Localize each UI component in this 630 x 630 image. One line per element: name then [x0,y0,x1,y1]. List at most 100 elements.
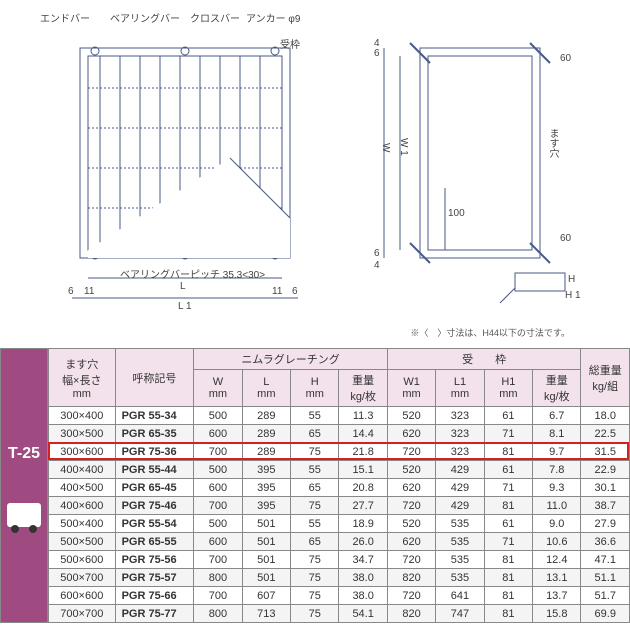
right-diagram: W 1 W ます穴 100 60 60 4 6 6 4 H H 1 [370,38,580,321]
t25-label: T-25 [8,445,40,463]
cell-W: 700 [194,551,242,569]
cell-tot: 18.0 [581,407,630,425]
label-4b: 4 [374,260,380,271]
th-hole: ます穴 幅×長さ mm [49,349,116,407]
cell-H1: 61 [484,407,532,425]
cell-tot: 27.9 [581,515,630,533]
cell-tot: 38.7 [581,497,630,515]
cell-L: 501 [242,551,290,569]
cell-code: PGR 75-66 [115,587,194,605]
cell-L1: 323 [436,443,484,461]
cell-fW: 13.1 [533,569,581,587]
cell-gW: 15.1 [339,461,387,479]
cell-hole: 500×600 [49,551,116,569]
cell-L: 289 [242,425,290,443]
cell-H1: 81 [484,551,532,569]
cell-W: 700 [194,587,242,605]
cell-L1: 535 [436,569,484,587]
spec-table: ます穴 幅×長さ mm 呼称記号 ニムラグレーチング 受 枠 総重量 kg/組 … [48,348,630,623]
cell-fW: 13.7 [533,587,581,605]
label-60b: 60 [560,233,571,244]
table-row: 400×600PGR 75-467003957527.77204298111.0… [49,497,630,515]
cell-W: 800 [194,569,242,587]
cell-fW: 9.3 [533,479,581,497]
cell-code: PGR 65-55 [115,533,194,551]
cell-hole: 300×400 [49,407,116,425]
cell-L1: 535 [436,515,484,533]
cell-fW: 15.8 [533,605,581,623]
truck-icon [7,503,41,527]
table-row: 300×400PGR 55-345002895511.3520323616.71… [49,407,630,425]
cell-hole: 600×600 [49,587,116,605]
cell-fW: 10.6 [533,533,581,551]
cell-gW: 27.7 [339,497,387,515]
label-H1: H 1 [565,290,581,301]
cell-code: PGR 55-44 [115,461,194,479]
cell-tot: 51.7 [581,587,630,605]
cell-fW: 8.1 [533,425,581,443]
cell-tot: 30.1 [581,479,630,497]
cell-gW: 14.4 [339,425,387,443]
cell-H1: 71 [484,479,532,497]
cell-code: PGR 65-35 [115,425,194,443]
cell-W1: 820 [387,569,435,587]
label-pitch: ベアリングバーピッチ 35.3<30> [120,266,265,281]
t25-sidebar: T-25 [0,348,48,623]
cell-L: 501 [242,533,290,551]
cell-hole: 300×500 [49,425,116,443]
cell-W1: 620 [387,533,435,551]
cell-tot: 22.9 [581,461,630,479]
th-code: 呼称記号 [115,349,194,407]
cell-L: 501 [242,515,290,533]
cell-W1: 520 [387,461,435,479]
diagrams-area: エンドバー ベアリングバー クロスバー アンカー φ9 受枠 ベアリングバーピッ… [60,8,600,328]
cell-hole: 500×500 [49,533,116,551]
cell-hole: 400×600 [49,497,116,515]
label-100: 100 [448,208,465,219]
cell-H: 65 [291,479,339,497]
cell-H: 65 [291,425,339,443]
cell-gW: 34.7 [339,551,387,569]
cell-tot: 36.6 [581,533,630,551]
cell-H1: 81 [484,497,532,515]
cell-hole: 500×400 [49,515,116,533]
label-W: W [380,143,391,152]
page: エンドバー ベアリングバー クロスバー アンカー φ9 受枠 ベアリングバーピッ… [0,0,630,630]
cell-hole: 400×400 [49,461,116,479]
cell-H: 75 [291,443,339,461]
table-row: 500×500PGR 65-556005016526.06205357110.6… [49,533,630,551]
cell-W1: 820 [387,605,435,623]
cell-W: 600 [194,533,242,551]
cell-gW: 20.8 [339,479,387,497]
cell-W1: 720 [387,551,435,569]
cell-L1: 747 [436,605,484,623]
cell-L1: 535 [436,551,484,569]
cell-L1: 323 [436,425,484,443]
cell-H1: 81 [484,569,532,587]
cell-W1: 520 [387,515,435,533]
label-r6a: 6 [374,48,380,59]
label-frame: 受枠 [280,36,300,51]
cell-fW: 9.0 [533,515,581,533]
cell-tot: 22.5 [581,425,630,443]
cell-W: 700 [194,497,242,515]
cell-L: 289 [242,443,290,461]
cell-hole: 700×700 [49,605,116,623]
cell-H1: 71 [484,425,532,443]
th-frame: 受 枠 [387,349,581,370]
label-hole: ます穴 [545,128,560,158]
cell-H1: 71 [484,533,532,551]
cell-W: 600 [194,479,242,497]
cell-fW: 7.8 [533,461,581,479]
table-area: T-25 ます穴 幅×長さ mm 呼称記号 ニムラグレーチング 受 枠 総重量 … [0,348,630,623]
table-row: 700×700PGR 75-778007137554.18207478115.8… [49,605,630,623]
left-diagram: エンドバー ベアリングバー クロスバー アンカー φ9 受枠 ベアリングバーピッ… [60,8,330,321]
cell-tot: 31.5 [581,443,630,461]
label-L: L [180,281,186,292]
cell-H: 75 [291,587,339,605]
label-11b: 11 [272,286,282,297]
table-row: 400×500PGR 65-456003956520.8620429719.33… [49,479,630,497]
cell-hole: 500×700 [49,569,116,587]
table-head: ます穴 幅×長さ mm 呼称記号 ニムラグレーチング 受 枠 総重量 kg/組 … [49,349,630,407]
cell-W1: 620 [387,479,435,497]
